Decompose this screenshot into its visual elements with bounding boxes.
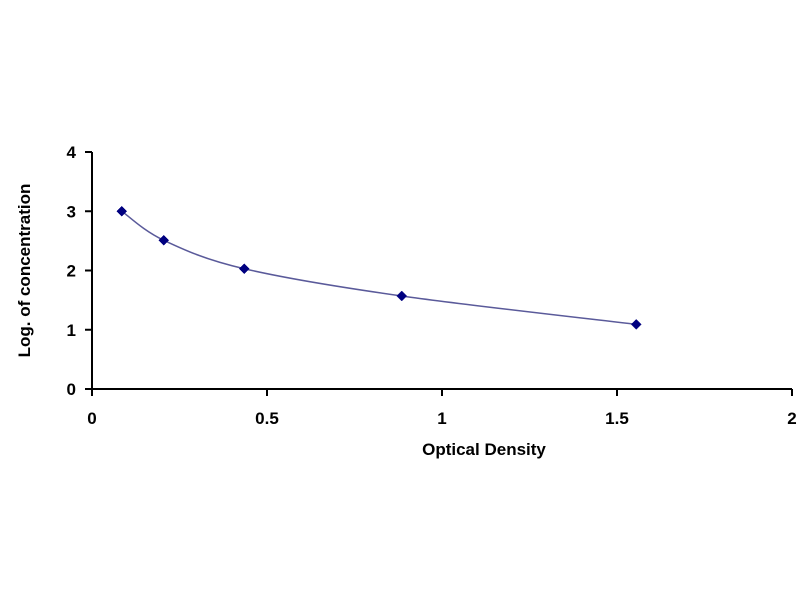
x-tick-label: 2 (787, 409, 796, 428)
y-tick-label: 2 (67, 262, 76, 281)
data-point-marker (396, 290, 408, 302)
x-tick-label: 1.5 (605, 409, 629, 428)
x-axis-ticks: 0 0.5 1 1.5 2 (87, 389, 797, 428)
data-point-marker (158, 234, 170, 246)
y-axis-title: Log. of concentration (15, 184, 34, 358)
y-axis-ticks: 0 1 2 3 4 (67, 143, 92, 399)
y-tick-label: 1 (67, 321, 76, 340)
x-tick-label: 1 (437, 409, 446, 428)
data-point-marker (238, 263, 250, 275)
data-point-marker (116, 205, 128, 217)
y-tick-label: 0 (67, 380, 76, 399)
x-tick-label: 0.5 (255, 409, 279, 428)
y-tick-label: 3 (67, 202, 76, 221)
data-points (116, 205, 642, 330)
y-tick-label: 4 (67, 143, 77, 162)
data-point-marker (630, 319, 642, 330)
fit-curve (121, 210, 637, 326)
plot-area: 0 0.5 1 1.5 2 0 1 2 3 4 (67, 143, 797, 428)
x-axis-title: Optical Density (422, 440, 546, 459)
x-tick-label: 0 (87, 409, 96, 428)
